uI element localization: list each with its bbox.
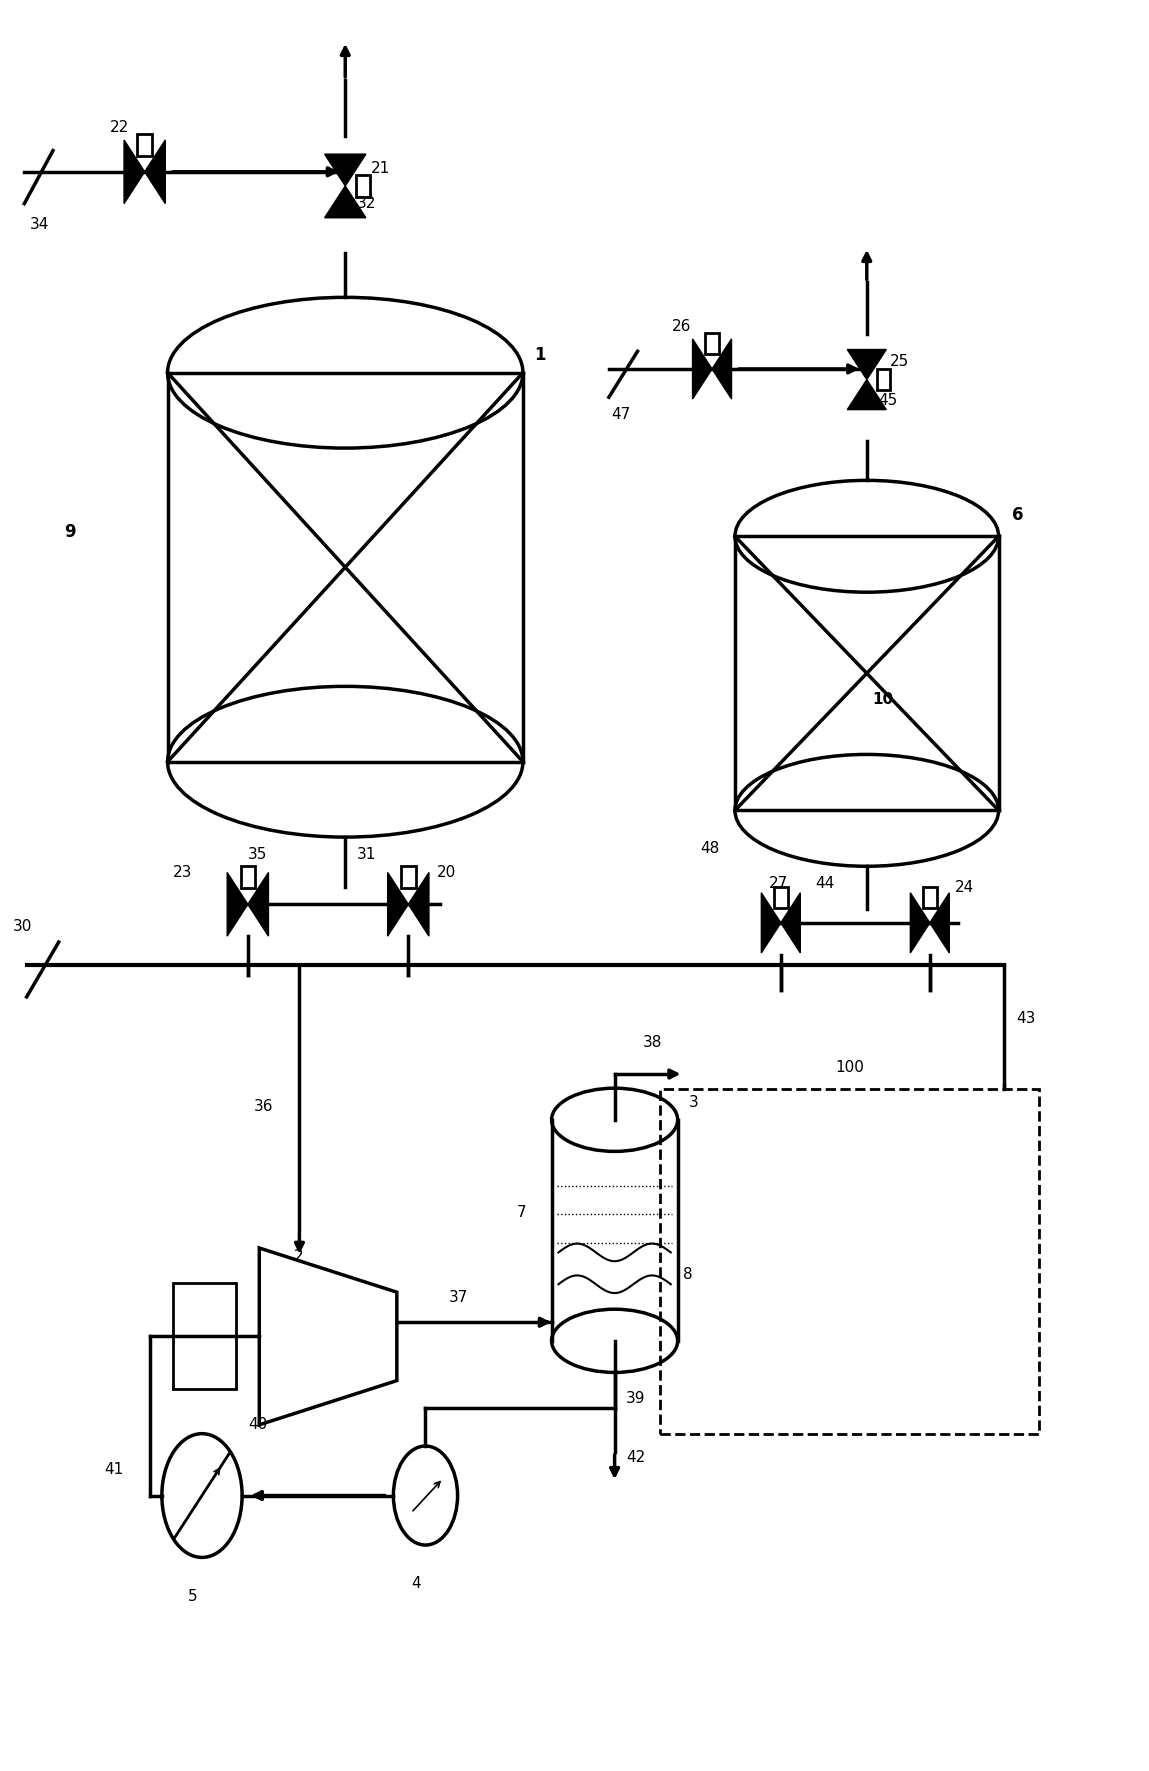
Text: 41: 41 [105, 1461, 124, 1477]
Bar [401, 866, 416, 889]
Text: 100: 100 [835, 1061, 864, 1075]
Text: 25: 25 [889, 354, 909, 370]
Polygon shape [712, 338, 732, 398]
Text: 20: 20 [437, 864, 456, 880]
Text: 5: 5 [188, 1589, 198, 1605]
Text: 39: 39 [626, 1392, 646, 1406]
Bar [661, 1089, 1039, 1435]
Text: 34: 34 [30, 218, 49, 232]
Text: 9: 9 [64, 522, 76, 540]
Text: 40: 40 [248, 1417, 267, 1433]
Polygon shape [930, 893, 949, 953]
Bar [923, 887, 936, 909]
Bar [355, 175, 370, 197]
Text: 23: 23 [173, 864, 193, 880]
Polygon shape [228, 873, 248, 937]
Text: 42: 42 [626, 1450, 646, 1465]
Text: 6: 6 [1012, 507, 1024, 524]
Text: 35: 35 [248, 847, 268, 862]
Bar [705, 333, 719, 354]
Polygon shape [910, 893, 930, 953]
Text: 24: 24 [955, 880, 974, 894]
Polygon shape [325, 154, 365, 186]
Polygon shape [325, 186, 365, 218]
Text: 26: 26 [672, 319, 692, 335]
Polygon shape [124, 140, 145, 204]
Text: 2: 2 [294, 1249, 303, 1264]
Text: 30: 30 [13, 919, 32, 933]
Text: 10: 10 [872, 692, 894, 707]
Polygon shape [248, 873, 269, 937]
Polygon shape [408, 873, 429, 937]
Text: 38: 38 [643, 1034, 663, 1050]
Text: 45: 45 [878, 393, 897, 409]
Polygon shape [762, 893, 781, 953]
Text: 32: 32 [356, 197, 376, 211]
Text: 36: 36 [254, 1100, 273, 1114]
Text: 4: 4 [411, 1576, 422, 1592]
Text: 48: 48 [701, 841, 719, 855]
Polygon shape [781, 893, 801, 953]
Bar [877, 368, 890, 390]
Text: 37: 37 [448, 1289, 468, 1305]
Text: 3: 3 [689, 1094, 699, 1110]
Text: 21: 21 [370, 161, 390, 175]
Text: 44: 44 [815, 877, 834, 891]
Text: 8: 8 [684, 1266, 693, 1282]
Polygon shape [145, 140, 165, 204]
Bar [138, 133, 152, 156]
Text: 22: 22 [110, 120, 130, 135]
Text: 43: 43 [1016, 1011, 1035, 1025]
Bar [774, 887, 788, 909]
Text: 27: 27 [770, 877, 788, 891]
Bar [173, 1284, 237, 1390]
Text: 31: 31 [356, 847, 376, 862]
Polygon shape [847, 379, 886, 409]
Text: 47: 47 [611, 407, 631, 423]
Polygon shape [693, 338, 712, 398]
Text: 1: 1 [534, 345, 546, 365]
Text: 7: 7 [517, 1204, 526, 1220]
Polygon shape [387, 873, 408, 937]
Bar [240, 866, 255, 889]
Polygon shape [847, 349, 886, 379]
